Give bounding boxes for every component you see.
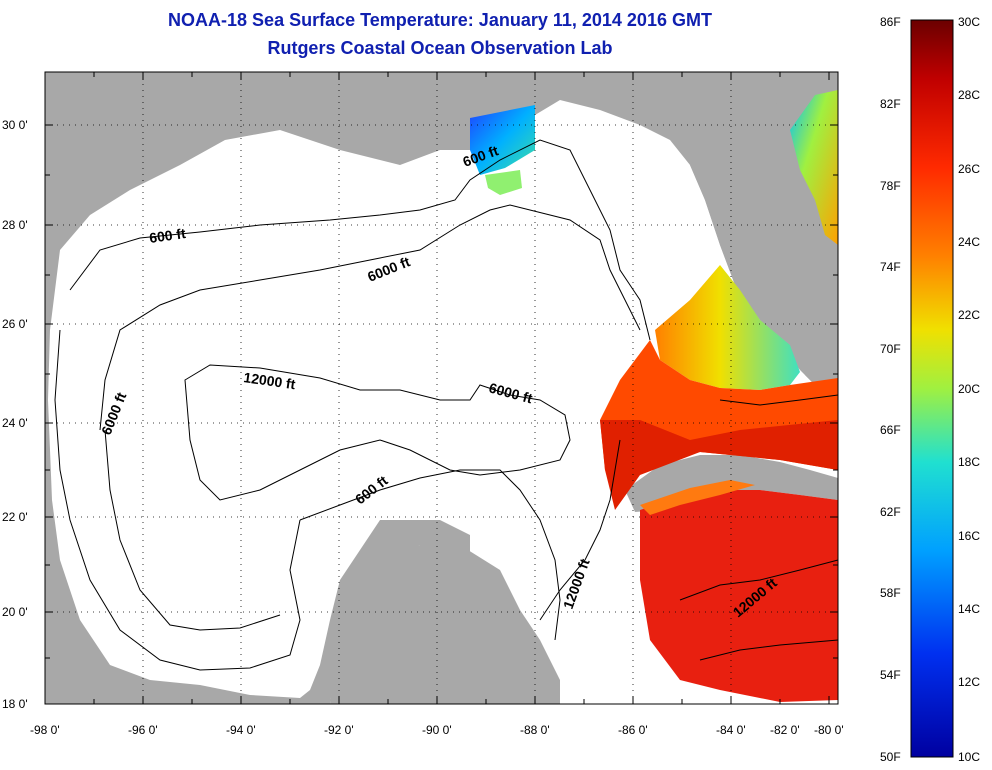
contour-12000ft (184, 364, 571, 501)
lon-label: -84 0' (716, 723, 746, 737)
lon-label: -96 0' (128, 723, 158, 737)
contour-600ft-outer (69, 139, 651, 341)
map-title: NOAA-18 Sea Surface Temperature: January… (168, 10, 712, 30)
colorbar-c-label: 14C (958, 602, 980, 616)
contour-label-12000ft-c: 12000 ft (243, 369, 297, 392)
lon-label: -80 0' (814, 723, 844, 737)
colorbar-celsius-labels: 30C 28C 26C 24C 22C 20C 18C 16C 14C 12C … (958, 15, 980, 764)
contour-6000ft-west (99, 204, 641, 431)
colorbar-c-label: 28C (958, 88, 980, 102)
graticule-grid (45, 72, 838, 704)
colorbar-f-label: 70F (880, 342, 901, 356)
contour-florida-shelf (719, 394, 839, 406)
lat-label: 24 0' (2, 416, 28, 430)
depth-contours (54, 139, 839, 671)
colorbar-c-label: 26C (958, 162, 980, 176)
lon-label: -94 0' (226, 723, 256, 737)
contour-west-shelf (54, 329, 301, 671)
colorbar-c-label: 10C (958, 750, 980, 764)
longitude-labels: -98 0' -96 0' -94 0' -92 0' -90 0' -88 0… (30, 723, 844, 737)
sst-swath-caribbean (640, 490, 838, 702)
yucatan-land (330, 545, 560, 704)
lat-label: 26 0' (2, 317, 28, 331)
colorbar-f-label: 86F (880, 15, 901, 29)
lat-label: 28 0' (2, 218, 28, 232)
colorbar (910, 19, 954, 758)
florida-land (690, 72, 838, 385)
colorbar-f-label: 74F (880, 260, 901, 274)
contour-west-inner (104, 429, 281, 631)
contour-600ft-yucatan (299, 469, 561, 641)
lon-label: -92 0' (324, 723, 354, 737)
sst-swath-north (470, 105, 535, 175)
map-subtitle: Rutgers Coastal Ocean Observation Lab (267, 38, 613, 58)
map-frame (44, 71, 839, 705)
latitude-labels: 30 0' 28 0' 26 0' 24 0' 22 0' 20 0' 18 0… (2, 118, 28, 711)
colorbar-f-label: 66F (880, 423, 901, 437)
lon-label: -90 0' (422, 723, 452, 737)
colorbar-fahrenheit-labels: 86F 82F 78F 74F 70F 66F 62F 58F 54F 50F (880, 15, 901, 764)
colorbar-c-label: 18C (958, 455, 980, 469)
lon-label: -86 0' (618, 723, 648, 737)
lat-label: 20 0' (2, 605, 28, 619)
colorbar-c-label: 22C (958, 308, 980, 322)
colorbar-c-label: 30C (958, 15, 980, 29)
sst-swath-loop-current (600, 420, 838, 510)
colorbar-c-label: 12C (958, 675, 980, 689)
lat-label: 30 0' (2, 118, 28, 132)
colorbar-f-label: 62F (880, 505, 901, 519)
lon-label: -82 0' (770, 723, 800, 737)
sst-swath-cuba-north-coast (640, 480, 755, 515)
colorbar-f-label: 54F (880, 668, 901, 682)
colorbar-f-label: 58F (880, 586, 901, 600)
lon-label: -88 0' (520, 723, 550, 737)
contour-12000ft-east (539, 439, 621, 621)
lon-label: -98 0' (30, 723, 60, 737)
colorbar-c-label: 20C (958, 382, 980, 396)
sst-swath-florida-west (655, 265, 800, 390)
lat-label: 18 0' (2, 697, 28, 711)
colorbar-f-label: 78F (880, 179, 901, 193)
contour-caribbean (679, 559, 839, 601)
colorbar-c-label: 16C (958, 529, 980, 543)
lat-label: 22 0' (2, 510, 28, 524)
colorbar-f-label: 82F (880, 97, 901, 111)
contour-label-600ft-n: 600 ft (148, 225, 187, 246)
colorbar-c-label: 24C (958, 235, 980, 249)
sst-swath-green-patch (485, 170, 522, 195)
contour-caribbean-2 (699, 639, 839, 661)
tick-marks (44, 72, 838, 705)
colorbar-f-label: 50F (880, 750, 901, 764)
sst-swath-florida-east (790, 90, 838, 245)
